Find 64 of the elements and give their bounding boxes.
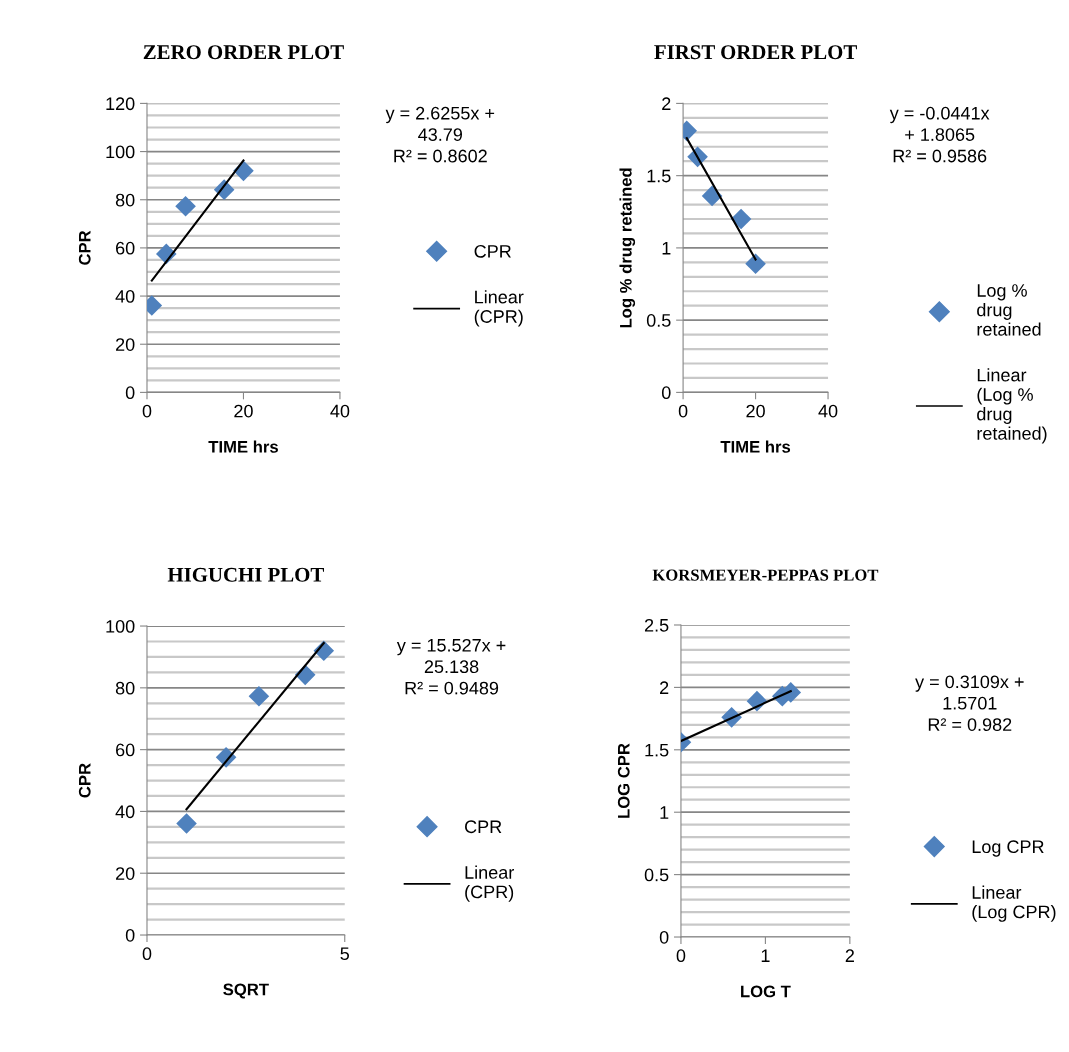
x-tick-label: 20 bbox=[746, 404, 765, 418]
y-tick-label: 40 bbox=[115, 805, 135, 819]
text: y = 0.3109x + 1.5701 R² = 0.982 bbox=[915, 675, 1024, 731]
legend-label: Log % drug retained bbox=[977, 284, 1041, 336]
y-tick-label: 1 bbox=[660, 806, 669, 819]
legend-label: Log CPR bbox=[972, 840, 1044, 857]
y-tick-label: 0.5 bbox=[646, 314, 671, 327]
point bbox=[730, 208, 752, 230]
x-axis-title: LOG T bbox=[741, 985, 791, 998]
y-tick-label: 0 bbox=[125, 928, 135, 942]
chart-title: FIRST ORDER PLOT bbox=[654, 45, 857, 60]
x-tick-label: 0 bbox=[676, 949, 686, 963]
y-axis-title: CPR bbox=[78, 763, 91, 798]
legend-label: CPR bbox=[465, 820, 502, 834]
y-tick-label: 40 bbox=[115, 290, 135, 303]
x-tick-label: 0 bbox=[142, 404, 152, 418]
x-tick-label: 1 bbox=[761, 949, 770, 962]
point bbox=[176, 813, 197, 834]
point bbox=[175, 195, 196, 217]
text: y = 15.527x + 25.138 R² = 0.9489 bbox=[396, 638, 506, 695]
legend-label: Linear (Log % drug retained) bbox=[977, 368, 1047, 444]
y-tick-label: 60 bbox=[116, 743, 135, 757]
y-tick-label: 120 bbox=[106, 97, 135, 111]
y-tick-label: 0 bbox=[659, 930, 669, 944]
chart-title: HIGUCHI PLOT bbox=[167, 567, 324, 582]
x-tick-label: 0 bbox=[678, 404, 688, 418]
y-tick-label: 0 bbox=[125, 386, 135, 400]
text: y = 2.6255x + 43.79 R² = 0.8602 bbox=[385, 106, 495, 163]
point bbox=[745, 253, 766, 275]
y-tick-label: 2 bbox=[662, 97, 671, 110]
x-tick-label: 0 bbox=[142, 947, 152, 961]
x-tick-label: 40 bbox=[330, 404, 350, 418]
x-tick-label: 5 bbox=[340, 947, 350, 961]
y-tick-label: 1.5 bbox=[645, 743, 669, 757]
y-tick-label: 60 bbox=[116, 241, 135, 255]
x-tick-label: 2 bbox=[845, 949, 854, 962]
chart-title: ZERO ORDER PLOT bbox=[143, 45, 344, 60]
y-tick-label: 80 bbox=[115, 193, 135, 207]
legend-label: Linear (Log CPR) bbox=[972, 885, 1056, 922]
y-tick-label: 0.5 bbox=[644, 868, 669, 882]
y-tick-label: 1 bbox=[662, 242, 671, 255]
x-axis-title: SQRT bbox=[223, 983, 269, 999]
y-tick-label: 2.5 bbox=[644, 618, 669, 632]
y-tick-label: 2 bbox=[660, 681, 669, 694]
legend-label: CPR bbox=[474, 244, 511, 258]
y-tick-label: 100 bbox=[106, 145, 135, 159]
x-tick-label: 20 bbox=[234, 404, 253, 418]
y-axis-title: Log % drug retained bbox=[619, 168, 636, 328]
y-tick-label: 1.5 bbox=[647, 169, 671, 183]
y-tick-label: 20 bbox=[116, 867, 135, 880]
y-axis-title: LOG CPR bbox=[617, 743, 630, 818]
y-axis-title: CPR bbox=[78, 230, 91, 265]
text: y = -0.0441x + 1.8065 R² = 0.9586 bbox=[889, 106, 990, 163]
legend-label: Linear (CPR) bbox=[465, 865, 514, 902]
x-axis-title: TIME hrs bbox=[208, 440, 278, 453]
x-tick-label: 40 bbox=[818, 404, 838, 418]
y-tick-label: 100 bbox=[106, 619, 135, 633]
x-axis-title: TIME hrs bbox=[720, 440, 791, 453]
y-tick-label: 20 bbox=[116, 338, 135, 351]
chart-title: KORSMEYER-PEPPAS PLOT bbox=[652, 569, 879, 581]
y-tick-label: 0 bbox=[661, 386, 671, 400]
legend-label: Linear (CPR) bbox=[474, 290, 524, 327]
point bbox=[248, 685, 270, 707]
y-tick-label: 80 bbox=[115, 681, 135, 695]
